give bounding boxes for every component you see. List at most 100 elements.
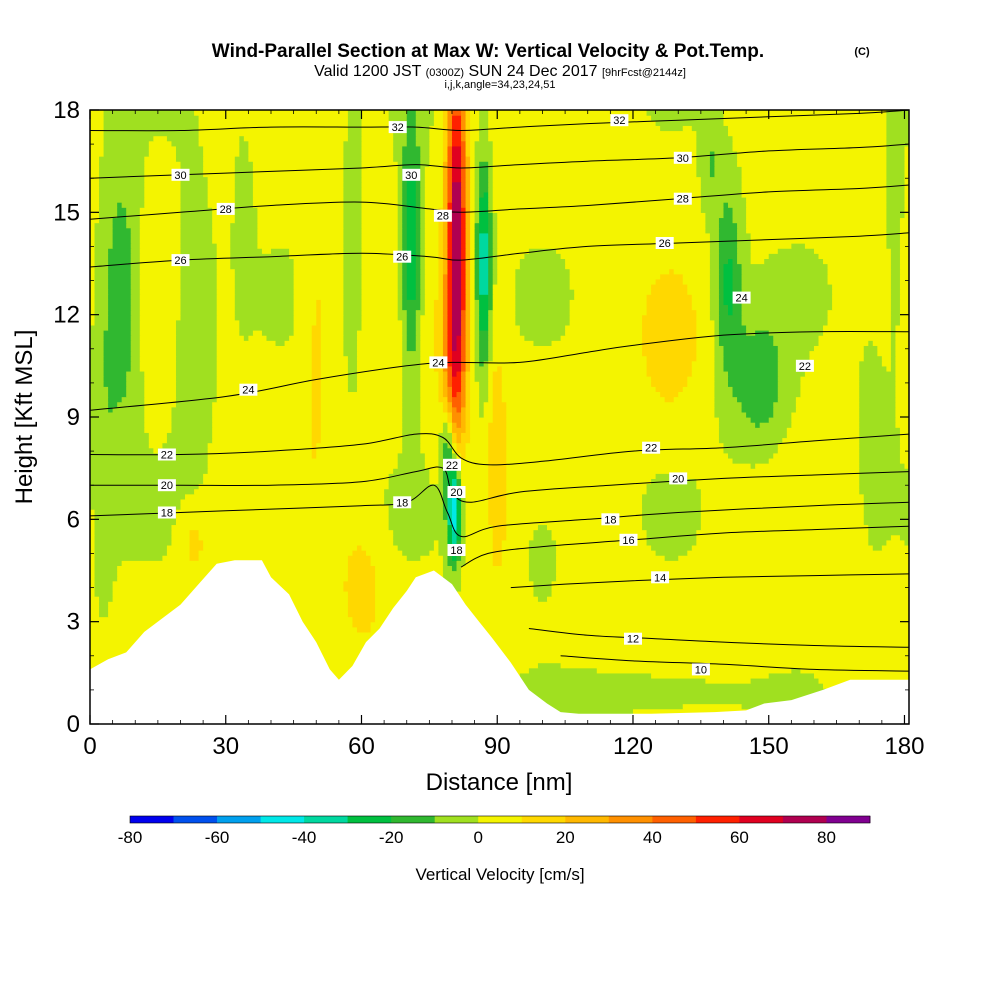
velocity-cell — [497, 253, 525, 259]
velocity-cell — [474, 335, 480, 341]
velocity-cell — [682, 273, 711, 280]
velocity-cell — [461, 145, 467, 152]
velocity-cell — [465, 191, 471, 198]
velocity-cell — [320, 314, 344, 321]
isentrope-14 — [510, 573, 909, 589]
velocity-cell — [456, 422, 462, 428]
velocity-cell — [361, 156, 394, 162]
velocity-cell — [777, 376, 801, 382]
velocity-cell — [501, 555, 530, 561]
velocity-cell — [112, 406, 145, 413]
velocity-cell — [90, 529, 96, 536]
velocity-cell — [90, 570, 96, 577]
velocity-cell — [343, 580, 376, 587]
velocity-cell — [451, 365, 462, 372]
velocity-cell — [311, 432, 322, 439]
velocity-cell — [886, 130, 909, 137]
velocity-cell — [465, 539, 494, 546]
velocity-cell — [311, 350, 322, 357]
velocity-cell — [94, 309, 109, 316]
velocity-cell — [497, 237, 711, 244]
velocity-cell — [791, 417, 860, 423]
velocity-cell — [442, 493, 449, 500]
isentrope-26 — [90, 232, 909, 268]
velocity-cell — [646, 309, 697, 316]
velocity-cell — [474, 140, 494, 147]
velocity-cell — [528, 570, 557, 577]
velocity-cell — [311, 437, 322, 444]
velocity-cell — [415, 125, 430, 132]
velocity-cell — [560, 335, 643, 341]
velocity-cell — [397, 544, 435, 551]
velocity-cell — [886, 207, 906, 213]
velocity-cell — [474, 196, 480, 203]
velocity-cell — [447, 253, 453, 259]
velocity-cell — [461, 166, 467, 172]
colorbar-swatch — [347, 816, 392, 823]
velocity-cell — [899, 273, 909, 280]
velocity-cell — [415, 186, 421, 193]
velocity-cell — [361, 278, 399, 285]
velocity-cell — [515, 304, 571, 311]
velocity-cell — [510, 693, 829, 700]
colorbar-tick-label: -80 — [118, 828, 143, 847]
velocity-cell — [447, 115, 453, 121]
velocity-cell — [112, 232, 132, 239]
velocity-cell — [175, 391, 218, 398]
velocity-cell — [451, 268, 462, 275]
velocity-cell — [732, 145, 887, 152]
velocity-cell — [126, 212, 141, 219]
velocity-cell — [506, 529, 535, 536]
colorbar-label: Vertical Velocity [cm/s] — [415, 865, 584, 884]
velocity-cell — [492, 319, 516, 326]
velocity-cell — [311, 340, 322, 346]
velocity-cell — [293, 299, 317, 306]
velocity-cell — [456, 534, 462, 541]
velocity-cell — [718, 314, 743, 321]
velocity-cell — [492, 417, 507, 423]
velocity-cell — [175, 376, 218, 382]
velocity-cell — [415, 181, 421, 188]
velocity-cell — [506, 503, 643, 510]
velocity-cell — [130, 335, 141, 341]
velocity-cell — [442, 125, 449, 132]
velocity-cell — [497, 232, 711, 239]
velocity-cell — [705, 222, 720, 229]
velocity-cell — [470, 227, 476, 234]
velocity-cell — [447, 222, 453, 229]
velocity-cell — [94, 519, 177, 526]
velocity-cell — [447, 478, 453, 485]
velocity-cell — [451, 227, 462, 234]
velocity-cell — [99, 166, 145, 172]
velocity-cell — [175, 365, 218, 372]
velocity-cell — [90, 606, 100, 613]
velocity-cell — [488, 437, 507, 444]
velocity-cell — [424, 273, 440, 280]
velocity-cell — [234, 176, 254, 183]
velocity-cell — [506, 493, 643, 500]
velocity-cell — [741, 166, 887, 172]
velocity-cell — [750, 248, 779, 254]
velocity-cell — [492, 544, 503, 551]
velocity-cell — [479, 171, 489, 178]
svg-text:20: 20 — [450, 487, 462, 499]
velocity-cell — [492, 237, 498, 244]
velocity-cell — [311, 396, 322, 403]
velocity-cell — [343, 585, 376, 592]
velocity-cell — [402, 550, 430, 556]
velocity-cell — [895, 360, 909, 367]
velocity-cell — [207, 463, 399, 469]
velocity-cell — [859, 457, 901, 464]
velocity-cell — [451, 514, 458, 520]
velocity-cell — [646, 370, 693, 377]
velocity-cell — [420, 289, 426, 295]
velocity-cell — [718, 335, 774, 341]
velocity-cell — [424, 217, 440, 224]
velocity-cell — [773, 340, 820, 346]
velocity-cell — [709, 283, 720, 290]
colorbar-swatch — [478, 816, 523, 823]
velocity-cell — [94, 299, 109, 306]
velocity-cell — [139, 243, 182, 249]
velocity-cell — [216, 381, 313, 387]
velocity-cell — [90, 181, 100, 188]
